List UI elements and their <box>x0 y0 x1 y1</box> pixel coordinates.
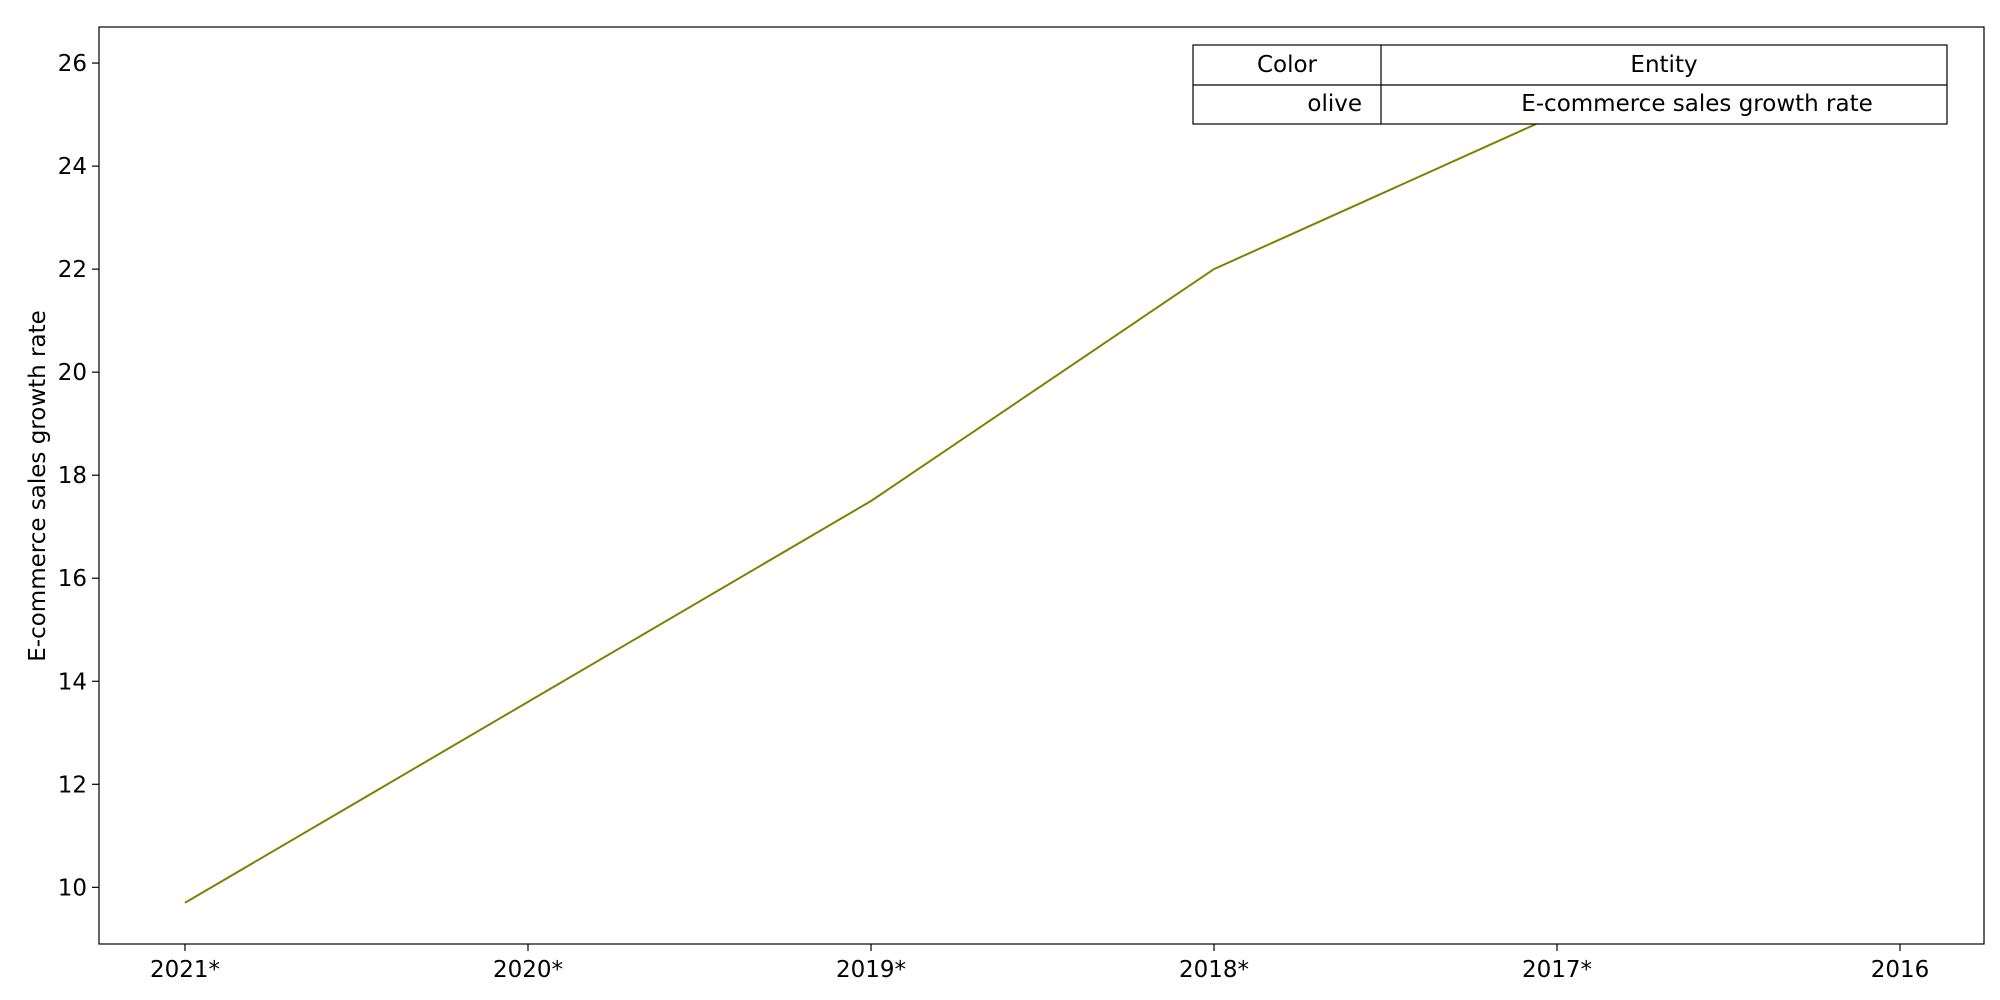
legend-cell-entity: E-commerce sales growth rate <box>1521 91 1873 117</box>
y-axis-title: E-commerce sales growth rate <box>25 310 51 662</box>
y-tick-label: 22 <box>58 257 87 283</box>
x-tick-label: 2020* <box>493 957 563 983</box>
y-tick-label: 18 <box>58 463 87 489</box>
y-tick-label: 16 <box>58 566 87 592</box>
x-tick-label: 2019* <box>836 957 906 983</box>
y-tick-label: 26 <box>58 51 87 77</box>
legend-header-color: Color <box>1257 52 1318 78</box>
y-axis: 10 12 14 16 18 20 22 24 26 <box>58 51 99 901</box>
x-tick-label: 2018* <box>1179 957 1249 983</box>
y-tick-label: 24 <box>58 154 87 180</box>
x-axis: 2021* 2020* 2019* 2018* 2017* 2016 <box>150 944 1929 983</box>
plot-area <box>98 26 1985 945</box>
x-tick-label: 2016 <box>1871 957 1930 983</box>
legend-table: Color Entity olive E-commerce sales grow… <box>1192 44 1948 125</box>
x-tick-label: 2021* <box>150 957 220 983</box>
y-tick-label: 10 <box>58 875 87 901</box>
legend-cell-color: olive <box>1307 91 1362 117</box>
x-tick-label: 2017* <box>1522 957 1592 983</box>
y-tick-label: 20 <box>58 360 87 386</box>
y-tick-label: 14 <box>58 669 87 695</box>
y-tick-label: 12 <box>58 772 87 798</box>
legend-header-entity: Entity <box>1630 52 1697 78</box>
